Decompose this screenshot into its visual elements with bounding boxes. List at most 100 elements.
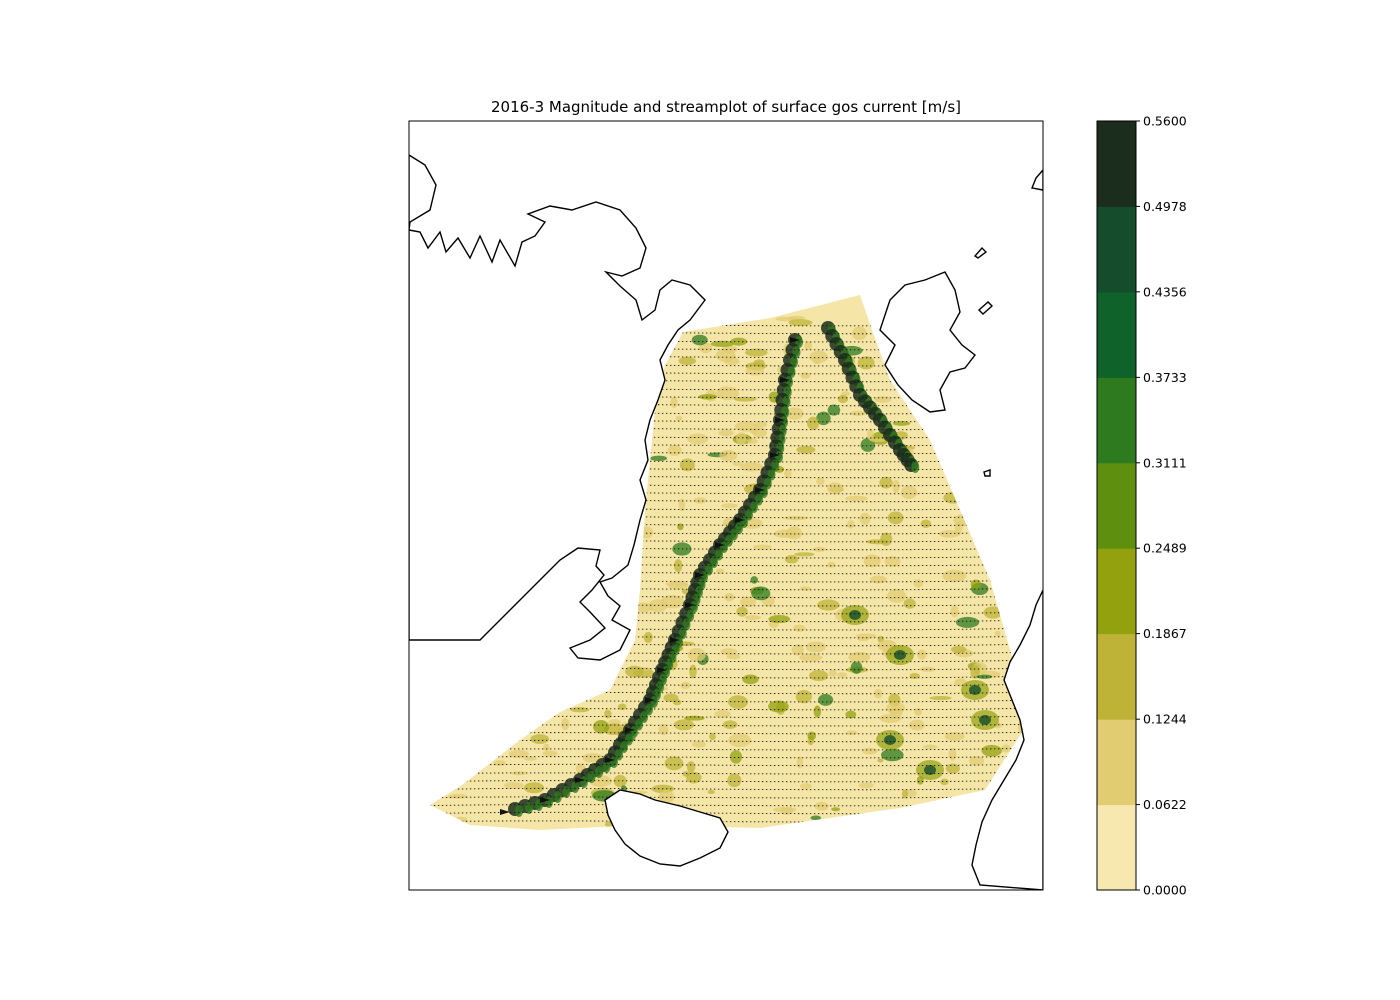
colorbar <box>1096 120 1137 891</box>
colorbar-frame <box>1096 120 1137 891</box>
magnitude-patch <box>720 648 738 655</box>
magnitude-patch <box>848 651 871 663</box>
magnitude-patch <box>863 554 881 568</box>
magnitude-patch <box>650 455 668 462</box>
magnitude-patch <box>630 726 638 738</box>
magnitude-patch <box>809 670 829 682</box>
magnitude-patch <box>850 410 867 416</box>
magnitude-patch <box>944 732 965 741</box>
magnitude-patch <box>970 664 980 679</box>
magnitude-patch <box>799 586 811 591</box>
magnitude-patch <box>686 761 696 773</box>
magnitude-patch <box>752 544 772 550</box>
magnitude-patch <box>994 630 1001 637</box>
colorbar-tick-label: 0.0622 <box>1143 797 1187 812</box>
stream-arrow <box>780 377 790 383</box>
magnitude-patch <box>571 781 580 793</box>
magnitude-patch <box>722 720 738 729</box>
magnitude-patch <box>625 733 633 746</box>
magnitude-patch <box>751 586 771 601</box>
magnitude-patch <box>595 766 603 778</box>
magnitude-patch <box>914 707 922 716</box>
magnitude-patch <box>892 479 900 494</box>
magnitude-patch <box>884 555 901 567</box>
stream-arrow <box>775 417 785 423</box>
magnitude-patch <box>617 703 627 711</box>
magnitude-patch <box>691 334 708 346</box>
magnitude-patch <box>887 511 904 525</box>
magnitude-patch <box>916 649 927 660</box>
magnitude-patch <box>663 693 679 703</box>
magnitude-patch <box>817 599 840 611</box>
magnitude-patch <box>799 783 813 790</box>
magnitude-patch <box>562 786 571 798</box>
magnitude-patch <box>728 733 752 748</box>
colorbar-tick-label: 0.2489 <box>1143 541 1187 556</box>
magnitude-patch <box>813 705 822 718</box>
stream-arrow <box>685 602 695 608</box>
colorbar-segment <box>1097 377 1136 464</box>
magnitude-patch <box>680 681 691 690</box>
magnitude-patch <box>561 717 570 731</box>
magnitude-patch <box>859 512 871 525</box>
magnitude-patch <box>736 432 747 446</box>
colorbar-ticks: 0.0000 0.0622 0.1244 0.1867 0.2489 0.3111 0.37… <box>1136 114 1187 898</box>
magnitude-patch <box>640 711 648 723</box>
magnitude-patch <box>812 546 827 552</box>
magnitude-patch <box>691 741 706 748</box>
colorbar-segment <box>1097 548 1136 635</box>
magnitude-patch <box>905 789 917 798</box>
stream-arrow <box>790 337 800 343</box>
magnitude-patch <box>739 596 757 608</box>
colorbar-tick-label: 0.5600 <box>1143 114 1187 129</box>
magnitude-patch <box>791 644 804 656</box>
magnitude-patch <box>969 685 981 695</box>
magnitude-patch <box>687 647 706 662</box>
magnitude-patch <box>503 782 524 789</box>
colorbar-tick-label: 0.0000 <box>1143 883 1187 898</box>
magnitude-patch <box>837 394 849 404</box>
magnitude-patch <box>979 715 991 725</box>
magnitude-patch <box>746 438 758 444</box>
magnitude-patch <box>786 526 803 540</box>
magnitude-patch <box>678 356 697 366</box>
magnitude-patch <box>542 750 558 757</box>
magnitude-patch <box>850 661 863 674</box>
stream-arrow <box>735 517 745 523</box>
magnitude-patch <box>587 771 596 783</box>
magnitude-patch <box>745 348 768 357</box>
magnitude-patch <box>610 756 618 768</box>
magnitude-patch <box>523 782 545 794</box>
magnitude-patch <box>920 519 932 528</box>
magnitude-patch <box>724 357 740 366</box>
magnitude-patch <box>827 562 836 568</box>
magnitude-patch <box>710 340 734 348</box>
magnitude-patch <box>911 461 920 473</box>
magnitude-patch <box>752 427 767 438</box>
coastline-greenland <box>409 154 706 661</box>
streamline <box>430 795 1030 799</box>
magnitude-patch <box>448 793 468 799</box>
magnitude-patch <box>809 350 828 364</box>
magnitude-patch <box>716 386 739 401</box>
magnitude-patch <box>968 756 985 766</box>
magnitude-patch <box>604 709 612 719</box>
magnitude-patch <box>894 650 906 660</box>
colorbar-tick-label: 0.4978 <box>1143 199 1187 214</box>
magnitude-patch <box>836 672 848 678</box>
magnitude-patch <box>924 765 936 775</box>
coastline-islet <box>977 301 994 315</box>
magnitude-patch <box>913 578 924 588</box>
magnitude-patch <box>845 495 868 502</box>
magnitude-patch <box>816 411 831 426</box>
magnitude-patch <box>903 598 916 609</box>
magnitude-patch <box>828 669 837 678</box>
magnitude-patch <box>715 548 723 561</box>
coastline-islet <box>1031 168 1043 191</box>
magnitude-patch <box>795 689 812 704</box>
stream-arrow <box>575 777 585 783</box>
magnitude-patch <box>754 421 768 428</box>
colorbar-tick-label: 0.3111 <box>1143 455 1187 470</box>
magnitude-patch <box>739 462 763 472</box>
